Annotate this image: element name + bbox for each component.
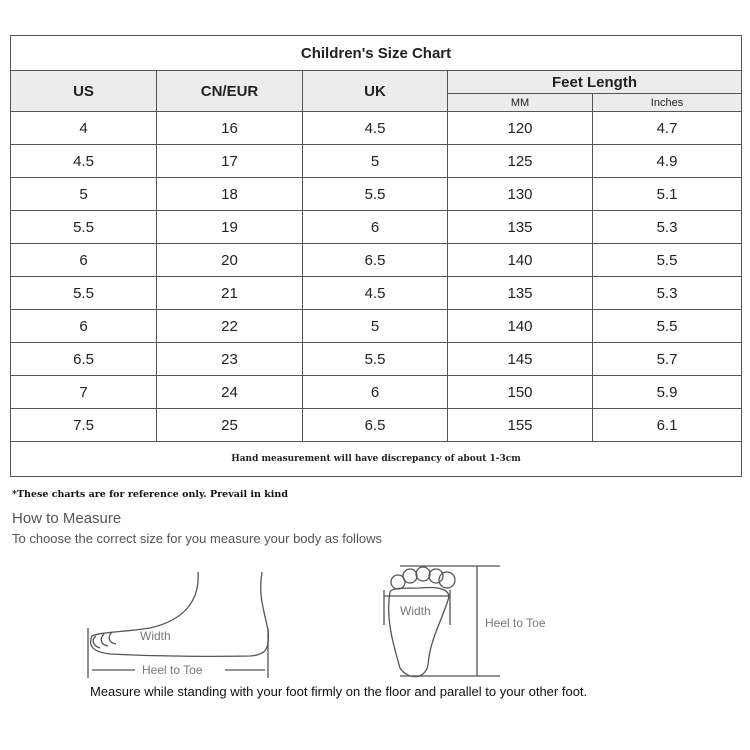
top-foot-icon bbox=[383, 565, 500, 678]
table-cell: 135 bbox=[447, 210, 593, 244]
measure-caption: Measure while standing with your foot fi… bbox=[90, 684, 588, 699]
header-us: US bbox=[10, 70, 157, 112]
table-cell: 5 bbox=[302, 309, 448, 343]
table-cell: 6.5 bbox=[302, 243, 448, 277]
table-cell: 6.5 bbox=[302, 408, 448, 442]
table-cell: 6 bbox=[10, 309, 157, 343]
table-row: 4 16 4.5 120 4.7 bbox=[10, 111, 743, 145]
table-row: 5.5 19 6 135 5.3 bbox=[10, 210, 743, 244]
header-cn-eur: CN/EUR bbox=[156, 70, 303, 112]
header-feet-length: Feet Length bbox=[446, 70, 743, 94]
table-cell: 5.1 bbox=[591, 177, 743, 211]
table-cell: 6 bbox=[10, 243, 157, 277]
table-row: 6 20 6.5 140 5.5 bbox=[10, 243, 743, 277]
top-width-label: Width bbox=[400, 604, 431, 618]
table-cell: 5 bbox=[10, 177, 157, 211]
size-chart-table: Children's Size Chart US CN/EUR UK Feet Len… bbox=[9, 35, 743, 477]
table-cell: 22 bbox=[156, 309, 303, 343]
table-row: 5 18 5.5 130 5.1 bbox=[10, 177, 743, 211]
header-uk: UK bbox=[302, 70, 448, 112]
table-cell: 6 bbox=[302, 210, 448, 244]
table-cell: 5.5 bbox=[302, 177, 448, 211]
table-cell: 150 bbox=[447, 375, 593, 409]
side-foot-icon bbox=[87, 571, 270, 678]
table-cell: 4.5 bbox=[302, 276, 448, 310]
table-cell: 21 bbox=[156, 276, 303, 310]
table-cell: 7 bbox=[10, 375, 157, 409]
table-cell: 5.5 bbox=[591, 309, 743, 343]
table-cell: 4.9 bbox=[591, 144, 743, 178]
subheader-mm: MM bbox=[447, 93, 593, 112]
table-cell: 140 bbox=[447, 309, 593, 343]
table-cell: 6.5 bbox=[10, 342, 157, 376]
table-row: 6 22 5 140 5.5 bbox=[10, 309, 743, 343]
table-cell: 5.3 bbox=[591, 210, 743, 244]
table-cell: 16 bbox=[156, 111, 303, 145]
chart-title: Children's Size Chart bbox=[9, 35, 743, 71]
table-cell: 6.1 bbox=[591, 408, 743, 442]
side-length-label: Heel to Toe bbox=[142, 663, 203, 677]
reference-note: *These charts are for reference only. Pr… bbox=[12, 489, 288, 500]
chart-footer: Hand measurement will have discrepancy o… bbox=[9, 441, 743, 477]
table-row: 7 24 6 150 5.9 bbox=[10, 375, 743, 409]
table-cell: 125 bbox=[447, 144, 593, 178]
table-cell: 130 bbox=[447, 177, 593, 211]
table-cell: 24 bbox=[156, 375, 303, 409]
side-width-label: Width bbox=[140, 629, 171, 643]
table-cell: 5.7 bbox=[591, 342, 743, 376]
table-cell: 120 bbox=[447, 111, 593, 145]
table-cell: 5.5 bbox=[302, 342, 448, 376]
how-to-measure-subtitle: To choose the correct size for you measu… bbox=[12, 531, 382, 546]
how-to-measure-title: How to Measure bbox=[12, 510, 122, 527]
table-cell: 20 bbox=[156, 243, 303, 277]
table-cell: 5.9 bbox=[591, 375, 743, 409]
top-length-label: Heel to Toe bbox=[485, 616, 546, 630]
